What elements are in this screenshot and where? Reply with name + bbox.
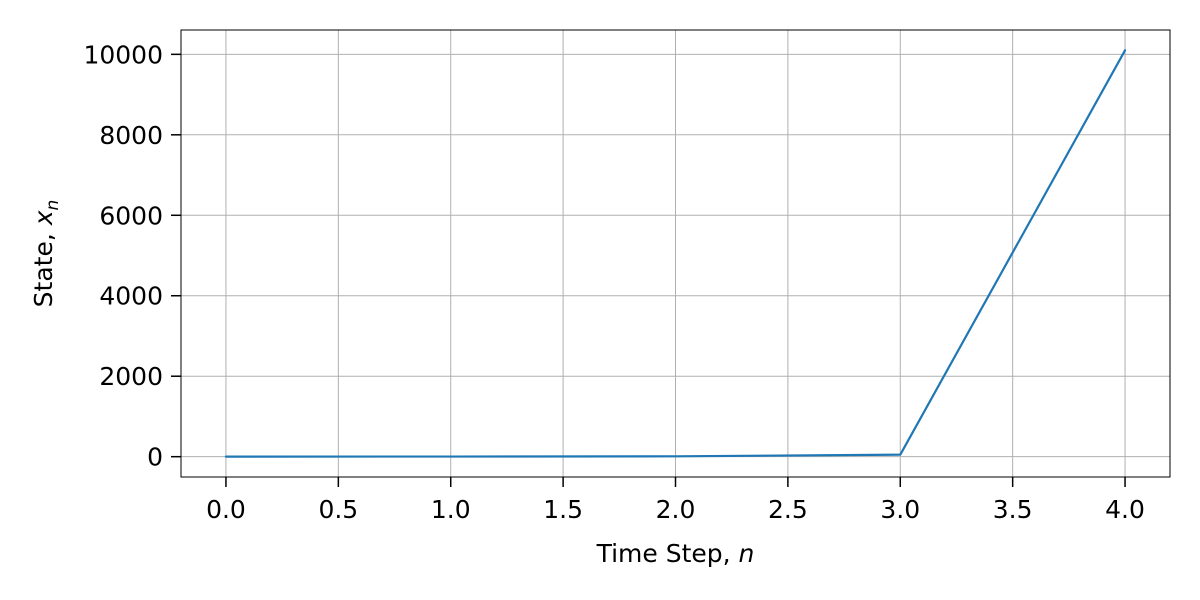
x-tick-label: 1.0 [431,495,471,524]
x-tick-label: 4.0 [1105,495,1145,524]
y-tick-label: 4000 [99,282,163,311]
x-tick-label: 2.5 [768,495,808,524]
y-tick-label: 10000 [83,40,163,69]
x-axis-label-variable: n [739,539,755,568]
x-tick-label: 0.0 [206,495,246,524]
x-axis-label: Time Step, n [596,539,755,568]
y-axis-label-subscript: n [43,200,63,211]
y-axis-label-variable: x [29,210,58,226]
y-tick-label: 6000 [99,201,163,230]
x-axis-label-text: Time Step, [596,539,739,568]
y-axis-label: State, xn [29,200,63,308]
x-tick-label: 0.5 [318,495,358,524]
x-tick-label: 2.0 [656,495,696,524]
x-tick-label: 3.0 [880,495,920,524]
y-axis-label-text: State, [29,225,58,307]
y-tick-label: 2000 [99,362,163,391]
x-tick-label: 1.5 [543,495,583,524]
series-group [224,49,1127,458]
x-tick-label: 3.5 [993,495,1033,524]
ticks: 0.0 0.5 1.0 1.5 2.0 2.5 3.0 3.5 4.0 0 2000 4000 6000… [83,40,1144,524]
y-tick-label: 8000 [99,121,163,150]
y-tick-label: 0 [147,443,163,472]
